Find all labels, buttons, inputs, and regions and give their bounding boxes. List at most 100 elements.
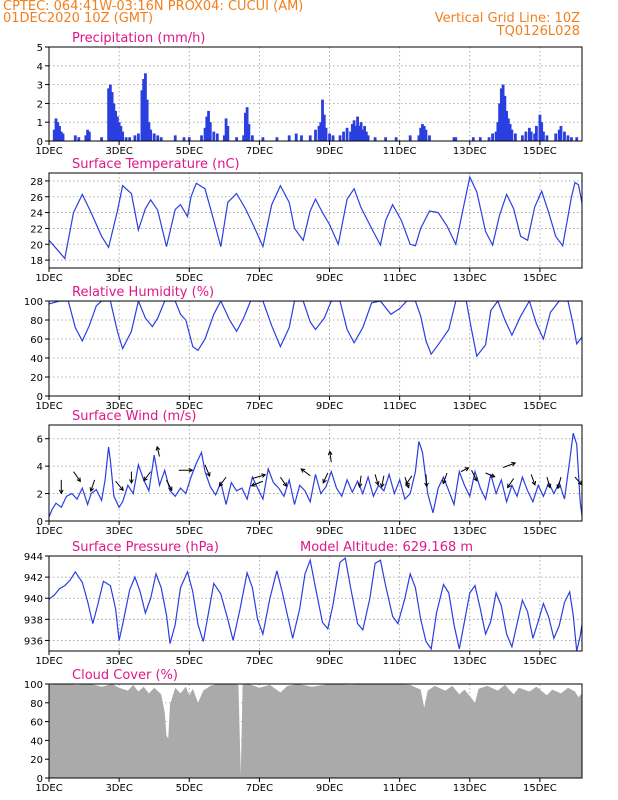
precipitation-bar — [147, 122, 151, 141]
pressure-plot-area — [49, 556, 582, 651]
wind-arrow — [374, 474, 380, 486]
precipitation-bar — [354, 125, 358, 141]
wind-data — [49, 433, 582, 518]
precipitation-bar — [56, 122, 60, 141]
precipitation-xtick-label: 1DEC — [35, 146, 62, 157]
wind-arrow — [502, 461, 517, 468]
precipitation-bar — [124, 137, 128, 141]
humidity-ytick-label: 100 — [24, 297, 43, 308]
precipitation-bar — [328, 133, 331, 141]
wind-xtick-label: 11DEC — [383, 526, 417, 537]
precipitation-bar — [58, 125, 61, 141]
precipitation-bar — [156, 135, 160, 141]
precipitation-bar — [100, 137, 103, 141]
wind-xtick-label: 5DEC — [176, 526, 203, 537]
precipitation-bar — [321, 99, 324, 141]
cloud-cover-xtick-label: 9DEC — [316, 783, 343, 794]
precipitation-bar — [394, 137, 398, 141]
wind-ytick-label: 6 — [37, 435, 43, 446]
header-vertical-grid-line: Vertical Grid Line: 10Z — [434, 11, 580, 26]
precipitation-bar — [513, 133, 517, 141]
wind-xtick-label: 15DEC — [523, 526, 557, 537]
pressure-xtick-label: 1DEC — [35, 656, 62, 667]
cloud-cover-ytick-label: 80 — [30, 699, 43, 710]
precipitation-bar — [419, 127, 423, 141]
cloud-cover-ytick-label: 100 — [24, 680, 43, 691]
precipitation-bar — [117, 122, 121, 141]
precipitation-bar — [54, 118, 58, 141]
wind-arrow — [556, 476, 562, 490]
wind-arrow — [404, 476, 410, 489]
wind-xtick-label: 7DEC — [246, 526, 273, 537]
wind-ytick-label: 2 — [37, 490, 43, 501]
precipitation-bar — [496, 122, 500, 141]
humidity-plot-area — [49, 301, 582, 396]
precipitation-bar — [317, 125, 321, 141]
precipitation-bar — [245, 107, 249, 141]
humidity-ytick-label: 20 — [30, 373, 43, 384]
precipitation-ytick-label: 5 — [37, 43, 43, 54]
precipitation-bar — [331, 135, 335, 141]
precipitation-bar — [408, 135, 412, 141]
cloud-cover-xtick-label: 15DEC — [523, 783, 557, 794]
temperature-plot-area — [49, 173, 582, 268]
precipitation-bar — [207, 110, 210, 141]
precipitation-bar — [142, 78, 146, 141]
precipitation-ytick-label: 2 — [37, 99, 43, 110]
wind-arrow — [73, 471, 81, 483]
wind-arrow — [89, 479, 96, 493]
pressure-frame — [48, 555, 583, 652]
wind-xtick-label: 13DEC — [453, 526, 487, 537]
precipitation-bar — [107, 88, 111, 141]
cloud-cover-xtick-label: 13DEC — [453, 783, 487, 794]
precipitation-bar — [144, 73, 147, 141]
precipitation-bar — [338, 135, 342, 141]
precipitation-ytick-label: 4 — [37, 62, 43, 73]
temperature-title: Surface Temperature (nC) — [72, 157, 240, 172]
precipitation-bar — [363, 125, 366, 141]
precipitation-ytick-label: 0 — [37, 137, 43, 148]
precipitation-bar — [535, 125, 538, 141]
precipitation-bar — [384, 137, 388, 141]
precipitation-bar — [275, 137, 279, 141]
precipitation-bar — [478, 137, 482, 141]
pressure-xtick-label: 7DEC — [246, 656, 273, 667]
wind-arrow — [442, 472, 448, 485]
precipitation-bar — [226, 125, 230, 141]
humidity-panel: 0 20 40 60 80 100 1DEC 3DEC 5DEC 7DEC 9DEC 11DEC 13D… — [24, 285, 583, 412]
humidity-ytick-label: 80 — [30, 316, 43, 327]
precipitation-bar — [342, 131, 345, 141]
cloud-cover-area — [49, 684, 582, 778]
precipitation-bar — [359, 122, 363, 141]
wind-arrow — [471, 470, 478, 482]
pressure-ytick-label: 936 — [24, 636, 43, 647]
temperature-xtick-label: 1DEC — [35, 273, 62, 284]
precipitation-bar — [149, 129, 153, 141]
humidity-xtick-label: 3DEC — [105, 401, 132, 412]
pressure-ytick-label: 942 — [24, 573, 43, 584]
humidity-xtick-label: 1DEC — [35, 401, 62, 412]
wind-arrow — [218, 476, 227, 488]
pressure-ytick-label: 938 — [24, 615, 43, 626]
wind-arrow — [252, 473, 267, 479]
temperature-xtick-label: 5DEC — [176, 273, 203, 284]
wind-arrow — [322, 472, 329, 484]
wind-arrow — [424, 474, 429, 488]
precipitation-bar — [215, 133, 219, 141]
precipitation-bar — [73, 135, 77, 141]
precipitation-bar — [182, 137, 186, 141]
precipitation-bar — [243, 112, 247, 141]
wind-arrow — [204, 464, 211, 478]
cloud-cover-xtick-label: 1DEC — [35, 783, 62, 794]
wind-arrow — [546, 476, 552, 489]
temperature-xtick-label: 15DEC — [523, 273, 557, 284]
wind-arrow — [300, 468, 311, 477]
wind-arrow — [58, 479, 64, 495]
pressure-ytick-label: 944 — [24, 552, 43, 563]
precipitation-bar — [212, 131, 216, 141]
cloud-cover-title: Cloud Cover (%) — [72, 668, 178, 683]
header-model-code: TQ0126L028 — [496, 24, 580, 39]
precipitation-xtick-label: 13DEC — [453, 146, 487, 157]
precipitation-bar — [324, 127, 328, 141]
humidity-xtick-label: 7DEC — [246, 401, 273, 412]
